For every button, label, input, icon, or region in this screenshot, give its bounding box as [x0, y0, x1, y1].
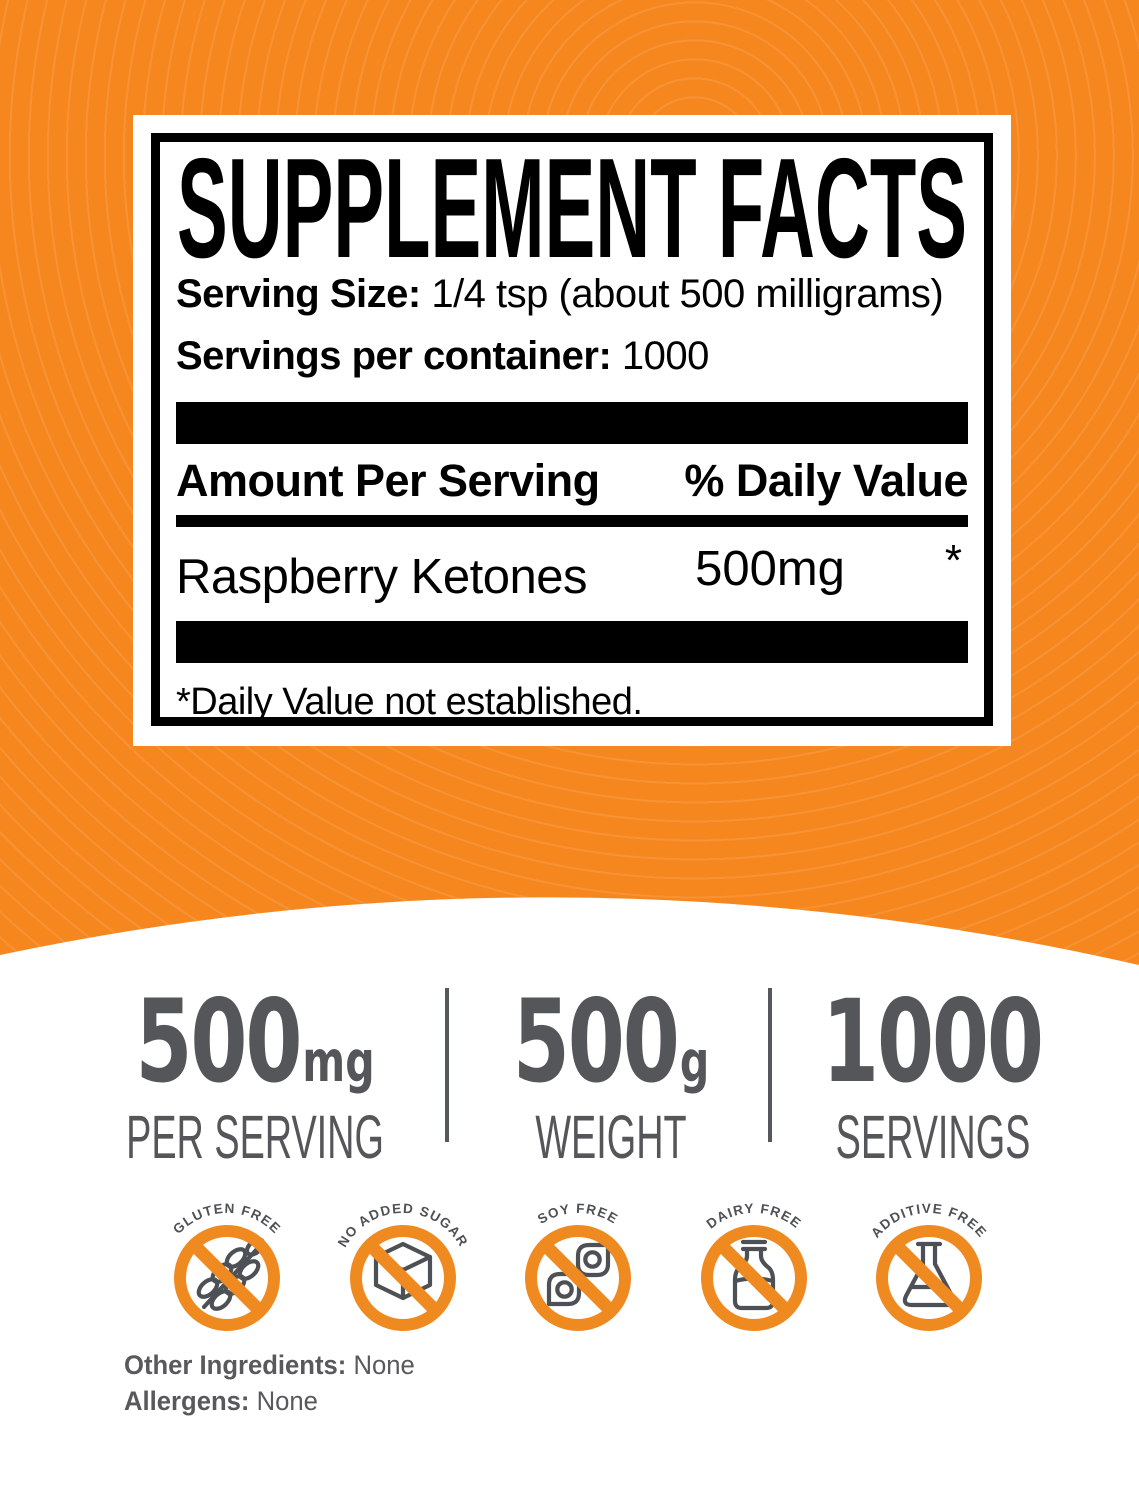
- serving-size-value: 1/4 tsp (about 500 milligrams): [420, 272, 944, 316]
- badge-gluten-free: GLUTEN FREE: [170, 1201, 283, 1331]
- stat-number-row: 500 mg: [105, 985, 404, 1099]
- white-curve-divider: [0, 897, 1139, 1036]
- other-ingredients-label: Other Ingredients:: [124, 1350, 347, 1380]
- servings-per-container-label: Servings per container:: [176, 334, 612, 378]
- amount-per-serving-header: Amount Per Serving: [176, 455, 600, 506]
- stat-servings: 1000 SERVINGS: [776, 985, 1090, 1168]
- stat-weight: 500 g WEIGHT: [475, 985, 748, 1168]
- stat-label: SERVINGS: [835, 1103, 1031, 1171]
- facts-header-row: Amount Per Serving % Daily Value: [176, 458, 968, 503]
- other-ingredients-line: Other Ingredients: None: [124, 1352, 415, 1379]
- footer-notes: Other Ingredients: None Allergens: None: [124, 1352, 430, 1424]
- badge-no-added-sugar: NO ADDED SUGAR: [334, 1201, 469, 1331]
- ingredient-amount: 500mg: [695, 542, 845, 596]
- divider-bar-thin: [176, 515, 968, 527]
- badge-dairy-free: DAIRY FREE: [700, 1201, 807, 1331]
- stat-value: 1000: [822, 975, 1044, 1108]
- dietary-badges-row: GLUTEN FREE NO ADDED SUGAR SOY FREE: [142, 1188, 1014, 1338]
- stat-per-serving: 500 mg PER SERVING: [47, 985, 463, 1168]
- ingredient-row: Raspberry Ketones 500mg *: [176, 527, 968, 621]
- stat-unit: mg: [302, 1029, 375, 1095]
- daily-value-header: % Daily Value: [684, 455, 968, 506]
- badge-label: SOY FREE: [535, 1201, 620, 1227]
- ingredient-name: Raspberry Ketones: [176, 550, 587, 604]
- daily-value-footnote: *Daily Value not established.: [176, 681, 643, 723]
- stat-divider: [768, 988, 772, 1142]
- allergens-line: Allergens: None: [124, 1388, 415, 1415]
- divider-bar-thick: [176, 621, 968, 663]
- stat-number-row: 500 g: [513, 985, 709, 1099]
- stat-divider: [445, 988, 449, 1142]
- supplement-facts-title: SUPPLEMENT FACTS: [177, 151, 967, 264]
- supplement-facts-title-graphic: SUPPLEMENT FACTS: [177, 151, 967, 264]
- allergens-value: None: [249, 1386, 318, 1416]
- stat-value: 500: [135, 975, 302, 1108]
- serving-size-label: Serving Size:: [176, 272, 421, 316]
- ingredient-daily-value-asterisk: *: [944, 536, 962, 585]
- stat-label: WEIGHT: [535, 1103, 687, 1171]
- product-stats-band: 500 mg PER SERVING 500 g WEIGHT 1000 SER…: [0, 985, 1139, 1168]
- servings-per-container-value: 1000: [611, 334, 709, 378]
- badge-soy-free: SOY FREE: [525, 1201, 631, 1331]
- supplement-facts-card: SUPPLEMENT FACTS Serving Size: 1/4 tsp (…: [133, 115, 1011, 746]
- svg-text:SOY FREE: SOY FREE: [535, 1201, 621, 1227]
- stat-value: 500: [512, 975, 680, 1108]
- serving-size-line: Serving Size: 1/4 tsp (about 500 milligr…: [176, 274, 968, 314]
- badge-additive-free: ADDITIVE FREE: [868, 1201, 989, 1331]
- servings-per-container-line: Servings per container: 1000: [176, 336, 968, 376]
- stat-label: PER SERVING: [126, 1103, 384, 1171]
- supplement-facts-border-box: SUPPLEMENT FACTS Serving Size: 1/4 tsp (…: [151, 133, 993, 726]
- allergens-label: Allergens:: [124, 1386, 250, 1416]
- other-ingredients-value: None: [346, 1350, 415, 1380]
- stat-unit: g: [679, 1029, 710, 1095]
- stat-number-row: 1000: [820, 985, 1046, 1099]
- divider-bar-thick: [176, 402, 968, 444]
